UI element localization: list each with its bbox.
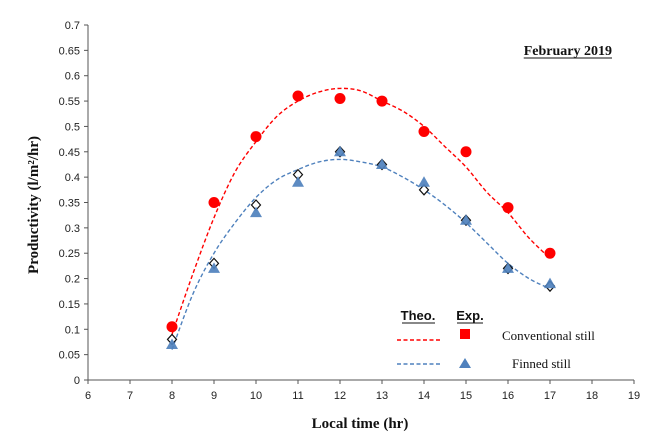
conventional-experimental-point [544, 247, 556, 259]
y-tick-label: 0.7 [65, 20, 80, 32]
x-tick-label: 7 [127, 390, 133, 402]
legend-finned-marker [459, 358, 471, 368]
y-tick-labels: 0 0.05 0.1 0.15 0.2 0.25 0.3 0.35 0.4 0.45 0.5 0.55… [59, 20, 88, 387]
y-tick-label: 0.5 [65, 121, 80, 133]
conventional-experimental-point [502, 202, 514, 214]
y-tick-label: 0.25 [59, 248, 80, 260]
theoretical-curves [171, 87, 551, 350]
y-tick-label: 0.3 [65, 223, 80, 235]
finned-experimental-point [544, 277, 556, 289]
conventional-experimental-point [292, 90, 304, 102]
x-tick-label: 10 [250, 390, 262, 402]
legend-conventional-label: Conventional still [502, 328, 595, 343]
y-tick-label: 0.05 [59, 350, 80, 362]
y-tick-label: 0.6 [65, 71, 80, 83]
finned-experimental-point [502, 262, 514, 273]
conventional-experimental-point [166, 321, 178, 333]
x-tick-label: 17 [544, 390, 556, 402]
y-tick-label: 0.35 [59, 198, 80, 210]
y-tick-label: 0 [74, 375, 80, 387]
finned-experimental-point [460, 214, 472, 225]
finned-experimental-point [292, 176, 304, 187]
y-tick-label: 0.2 [65, 274, 80, 286]
legend-conventional-marker [460, 329, 470, 339]
legend-header-theo: Theo. [401, 308, 436, 323]
x-tick-label: 18 [586, 390, 598, 402]
finned-experimental-point [334, 145, 346, 157]
finned-experimental-point [250, 206, 262, 218]
conventional-experimental-point [460, 146, 472, 158]
x-tick-label: 14 [418, 390, 430, 402]
data-points [166, 90, 556, 349]
y-tick-label: 0.55 [59, 96, 80, 108]
x-tick-labels: 6 7 8 9 10 11 12 13 14 15 16 17 18 19 [85, 380, 640, 402]
finned-experimental-point [418, 176, 430, 187]
legend-finned-label: Finned still [512, 356, 571, 371]
conventional-experimental-point [208, 197, 220, 208]
conventional-experimental-point [376, 95, 388, 107]
y-tick-label: 0.4 [65, 172, 80, 184]
conventional-experimental-point [418, 126, 430, 137]
legend-header-exp: Exp. [456, 308, 483, 323]
y-tick-label: 0.65 [59, 45, 80, 57]
conventional-theoretical-curve [171, 87, 551, 335]
x-tick-label: 15 [460, 390, 472, 402]
x-tick-label: 9 [211, 390, 217, 402]
finned-experimental-point [208, 262, 220, 273]
x-tick-label: 6 [85, 390, 91, 402]
finned-experimental-point [166, 338, 178, 349]
finned-experimental-point [376, 158, 388, 169]
x-tick-label: 11 [292, 390, 303, 402]
finned-theoretical-curve [171, 158, 551, 350]
y-tick-label: 0.15 [59, 299, 80, 311]
y-axis-label: Productivity (l/m²/hr) [26, 136, 42, 274]
x-tick-label: 19 [628, 390, 640, 402]
y-tick-label: 0.1 [65, 324, 80, 336]
conventional-experimental-point [250, 131, 262, 143]
x-tick-label: 8 [169, 390, 175, 402]
x-tick-label: 13 [376, 390, 388, 402]
x-axis-label: Local time (hr) [312, 416, 409, 432]
conventional-experimental-point [334, 93, 346, 105]
x-tick-label: 16 [502, 390, 514, 402]
x-tick-label: 12 [334, 390, 346, 402]
chart-title: February 2019 [524, 44, 612, 59]
finned-theoretical-point [418, 183, 430, 196]
y-tick-label: 0.45 [59, 147, 80, 159]
legend: Theo. Exp. Conventional still Finned sti… [397, 308, 595, 371]
